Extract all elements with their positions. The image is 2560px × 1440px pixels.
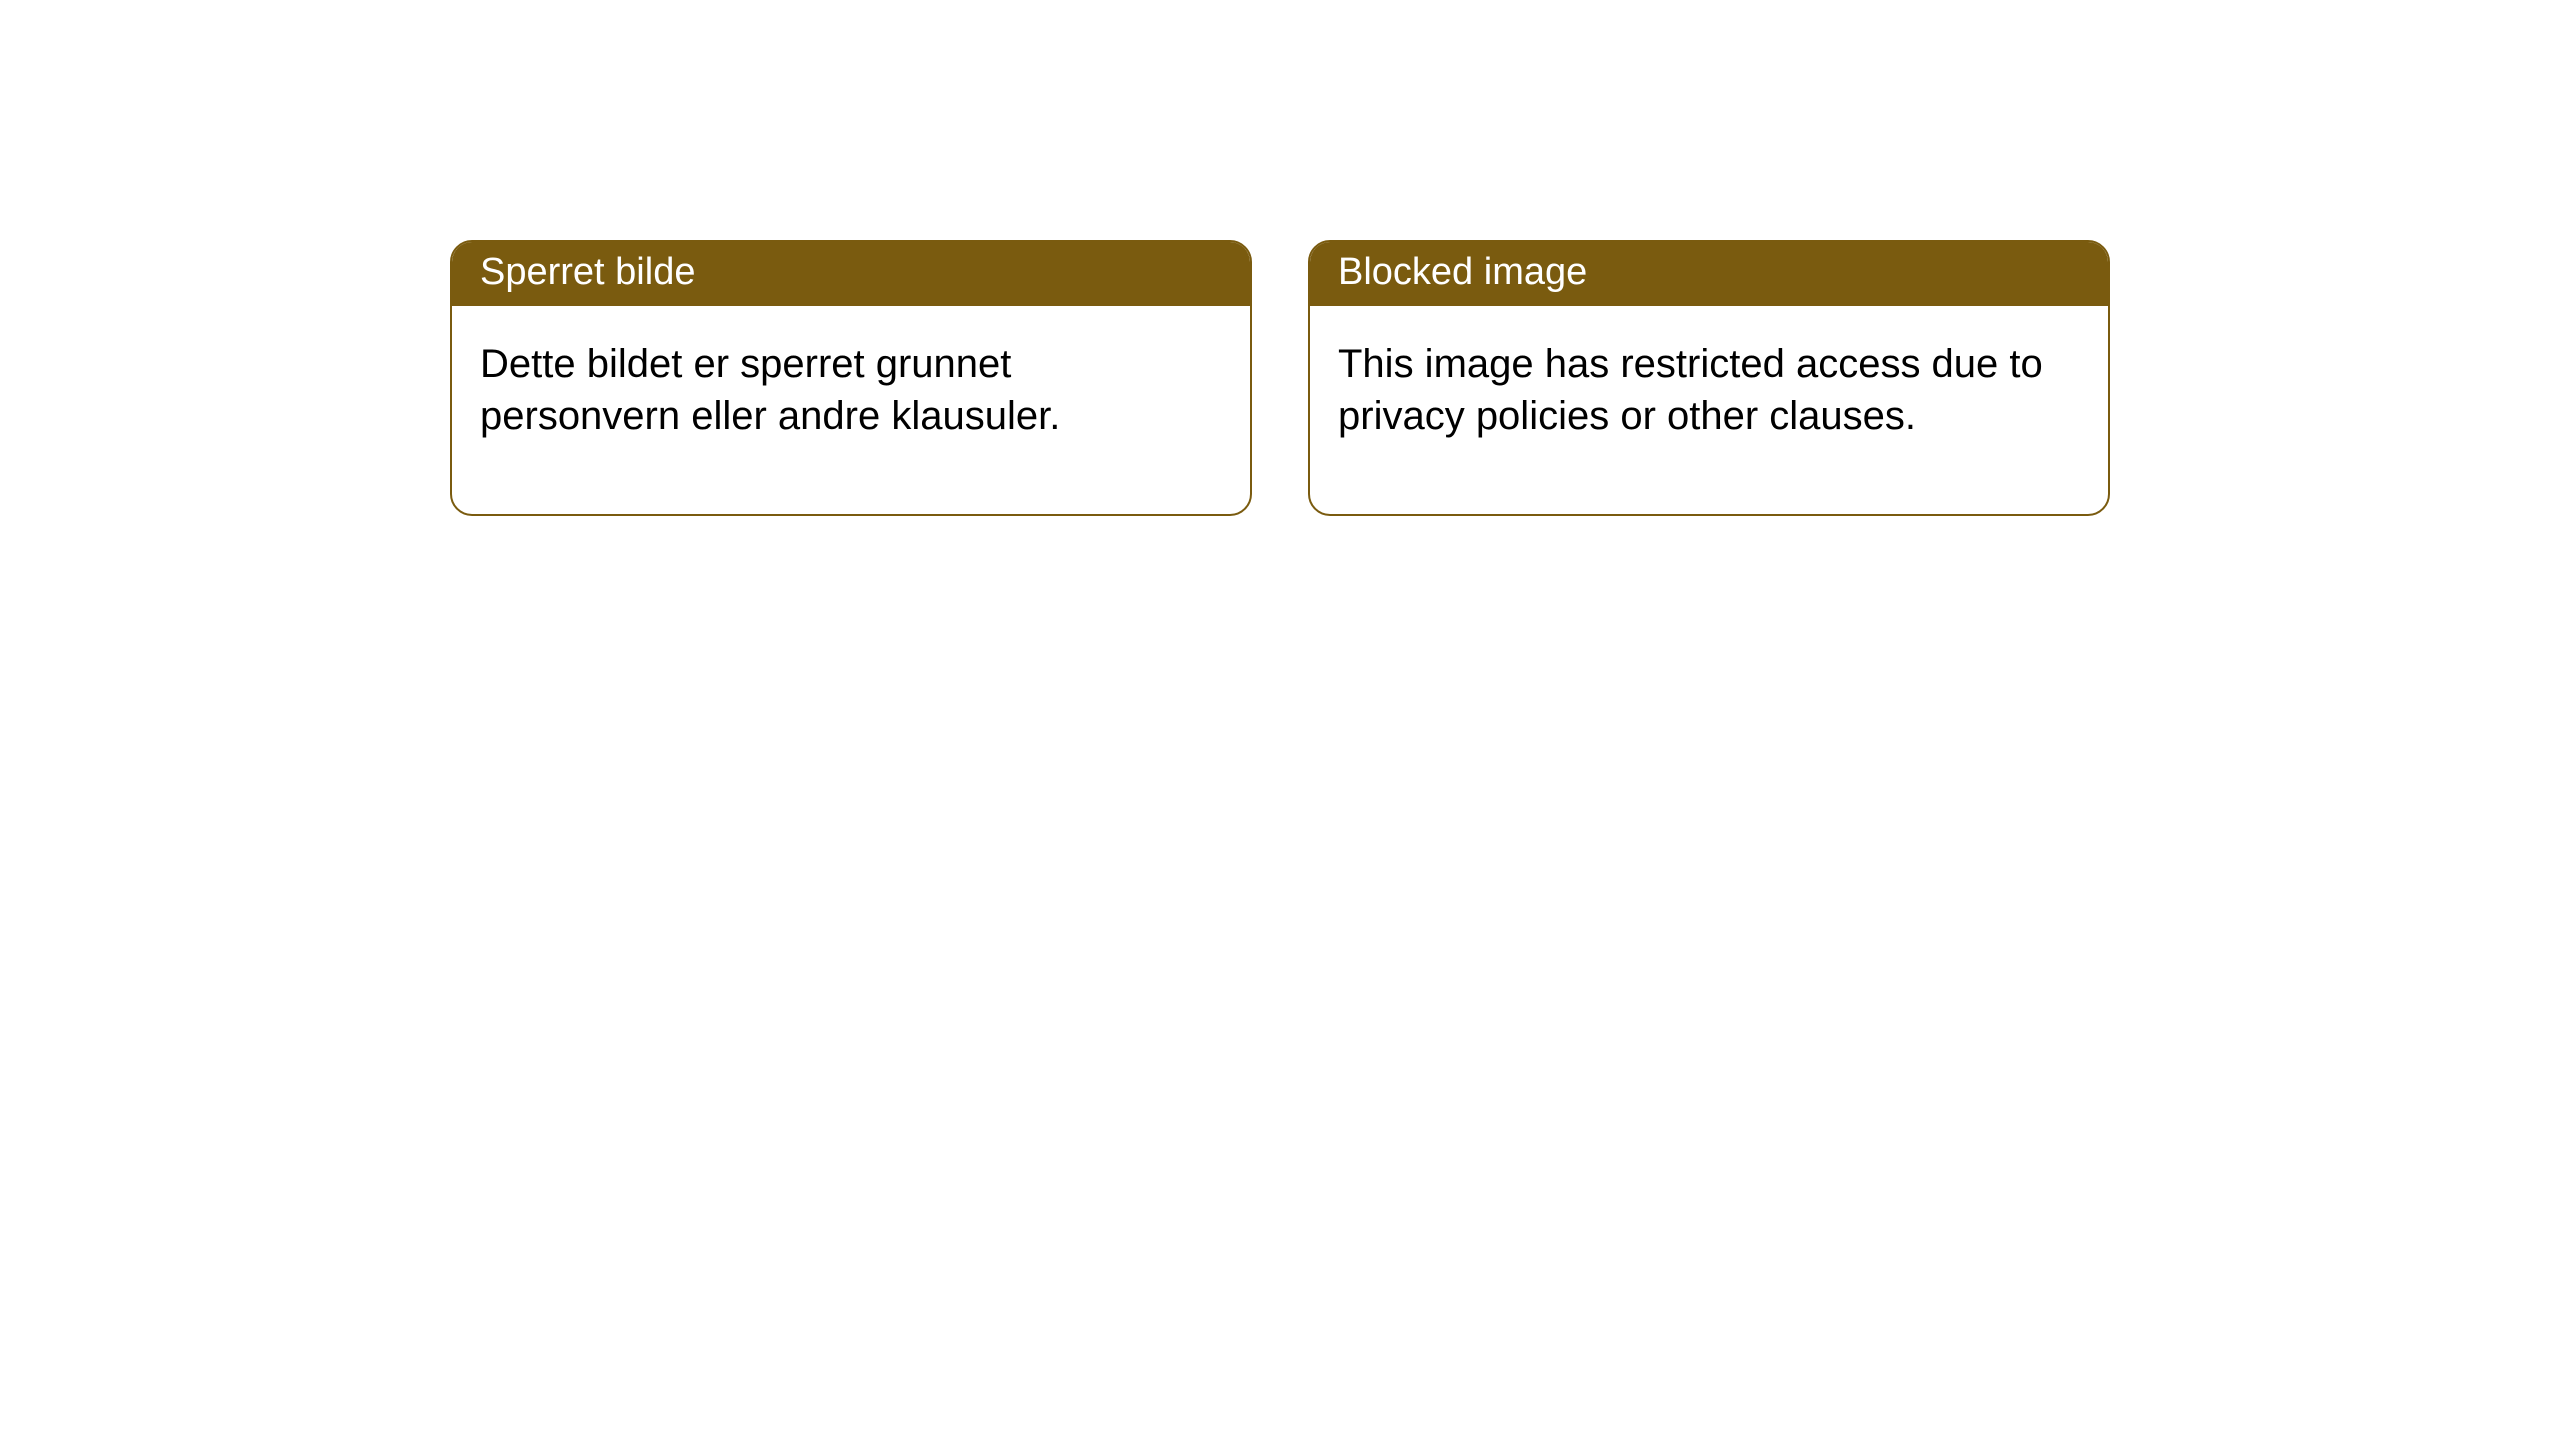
notice-card-norwegian: Sperret bilde Dette bildet er sperret gr…: [450, 240, 1252, 516]
notice-cards-container: Sperret bilde Dette bildet er sperret gr…: [450, 240, 2110, 516]
card-title-norwegian: Sperret bilde: [452, 242, 1250, 306]
card-body-norwegian: Dette bildet er sperret grunnet personve…: [452, 306, 1250, 514]
notice-card-english: Blocked image This image has restricted …: [1308, 240, 2110, 516]
card-body-english: This image has restricted access due to …: [1310, 306, 2108, 514]
card-title-english: Blocked image: [1310, 242, 2108, 306]
